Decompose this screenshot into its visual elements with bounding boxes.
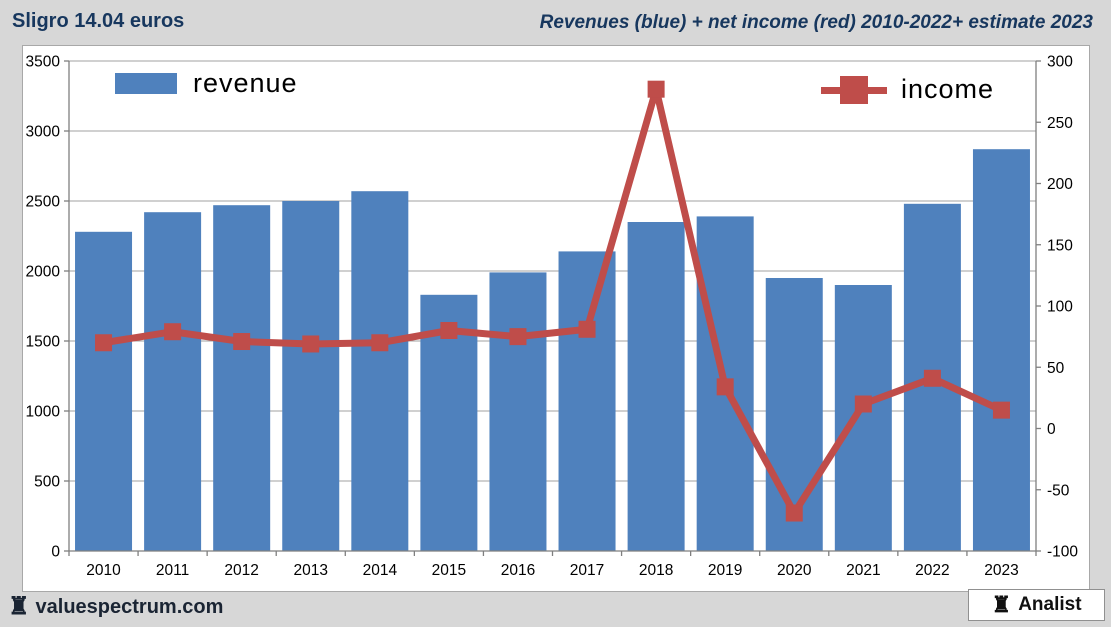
x-axis-label-2013: 2013	[294, 562, 328, 579]
analist-badge[interactable]: ♜ Analist	[968, 589, 1105, 621]
revenue-bar-2017	[558, 251, 616, 551]
legend-revenue: revenue	[115, 68, 298, 99]
page-title: Sligro 14.04 euros	[12, 10, 185, 32]
x-axis-label-2016: 2016	[501, 562, 535, 579]
revenue-bar-2010	[75, 231, 133, 552]
left-axis-label-2500: 2500	[26, 194, 61, 211]
x-axis-label-2020: 2020	[777, 562, 812, 579]
x-axis-label-2023: 2023	[984, 562, 1018, 579]
badge-label: Analist	[1018, 594, 1082, 615]
x-axis-label-2014: 2014	[363, 562, 398, 579]
income-marker-2016	[509, 328, 527, 346]
chart-svg: 0 500 1000 1500 2000 2500 3000 3500 -100 -50 0 50 10…	[26, 54, 1079, 580]
header: Sligro 14.04 euros Revenues (blue) + net…	[0, 0, 1111, 45]
left-axis-label-500: 500	[34, 474, 60, 491]
x-axis-label-2017: 2017	[570, 562, 604, 579]
right-axis-label-200: 200	[1047, 176, 1073, 193]
revenue-bar-2018	[627, 222, 685, 551]
left-axis-label-2000: 2000	[26, 264, 61, 281]
income-marker-2012	[233, 333, 251, 351]
x-axis-label-2019: 2019	[708, 562, 742, 579]
right-axis-label--50: -50	[1047, 482, 1070, 499]
income-marker-2022	[923, 369, 941, 387]
left-axis-label-1500: 1500	[26, 334, 61, 351]
revenue-swatch-icon	[115, 73, 177, 94]
revenue-bar-2014	[351, 191, 409, 551]
income-marker-2023	[992, 401, 1010, 419]
brand-valuespectrum[interactable]: ♜ valuespectrum.com	[8, 595, 223, 619]
legend-revenue-label: revenue	[193, 68, 298, 98]
income-marker-2018	[647, 80, 665, 98]
revenue-bar-2011	[144, 212, 202, 551]
x-axis-label-2012: 2012	[224, 562, 258, 579]
income-marker-2021	[854, 395, 872, 413]
income-line	[102, 85, 1003, 517]
income-marker-2019	[716, 378, 734, 396]
left-axis-label-1000: 1000	[26, 404, 61, 421]
x-axis-label-2021: 2021	[846, 562, 880, 579]
legend-income: income	[821, 74, 994, 105]
x-axis-label-2022: 2022	[915, 562, 949, 579]
chart-panel: 0 500 1000 1500 2000 2500 3000 3500 -100 -50 0 50 10…	[22, 45, 1090, 592]
brand-label: valuespectrum.com	[35, 595, 224, 618]
income-marker-2015	[440, 322, 458, 339]
footer: ♜ valuespectrum.com ♜ Analist	[0, 589, 1111, 627]
right-axis-label-50: 50	[1047, 360, 1065, 377]
income-marker-2014	[371, 334, 389, 352]
x-axis-label-2011: 2011	[156, 562, 189, 579]
income-marker-2013	[302, 335, 320, 353]
legend-income-label: income	[901, 74, 995, 104]
income-marker-2011	[164, 323, 182, 341]
income-swatch-icon	[821, 75, 887, 104]
income-marker-icon	[840, 75, 868, 104]
x-axis-label-2010: 2010	[86, 562, 121, 579]
income-marker-2020	[785, 504, 803, 522]
right-axis-label--100: -100	[1047, 544, 1078, 561]
left-axis-label-3500: 3500	[26, 54, 61, 71]
revenue-bar-2013	[282, 201, 340, 551]
right-axis-label-0: 0	[1047, 421, 1056, 438]
rook-icon: ♜	[8, 593, 30, 620]
revenue-bar-2016	[489, 272, 547, 551]
revenue-bar-2012	[213, 205, 271, 551]
right-axis-label-100: 100	[1047, 299, 1073, 316]
revenue-bar-2021	[834, 285, 892, 551]
x-axis-label-2015: 2015	[432, 562, 466, 579]
revenue-bar-2023	[972, 149, 1030, 551]
right-axis-label-300: 300	[1047, 54, 1073, 71]
income-marker-2010	[95, 334, 113, 352]
left-axis-label-3000: 3000	[26, 124, 61, 141]
right-axis-label-250: 250	[1047, 115, 1073, 132]
rook-icon: ♜	[991, 592, 1012, 617]
chart-subtitle: Revenues (blue) + net income (red) 2010-…	[539, 12, 1093, 33]
right-axis-label-150: 150	[1047, 237, 1073, 254]
x-axis-label-2018: 2018	[639, 562, 673, 579]
income-marker-2017	[578, 320, 596, 338]
left-axis-label-0: 0	[51, 544, 60, 561]
